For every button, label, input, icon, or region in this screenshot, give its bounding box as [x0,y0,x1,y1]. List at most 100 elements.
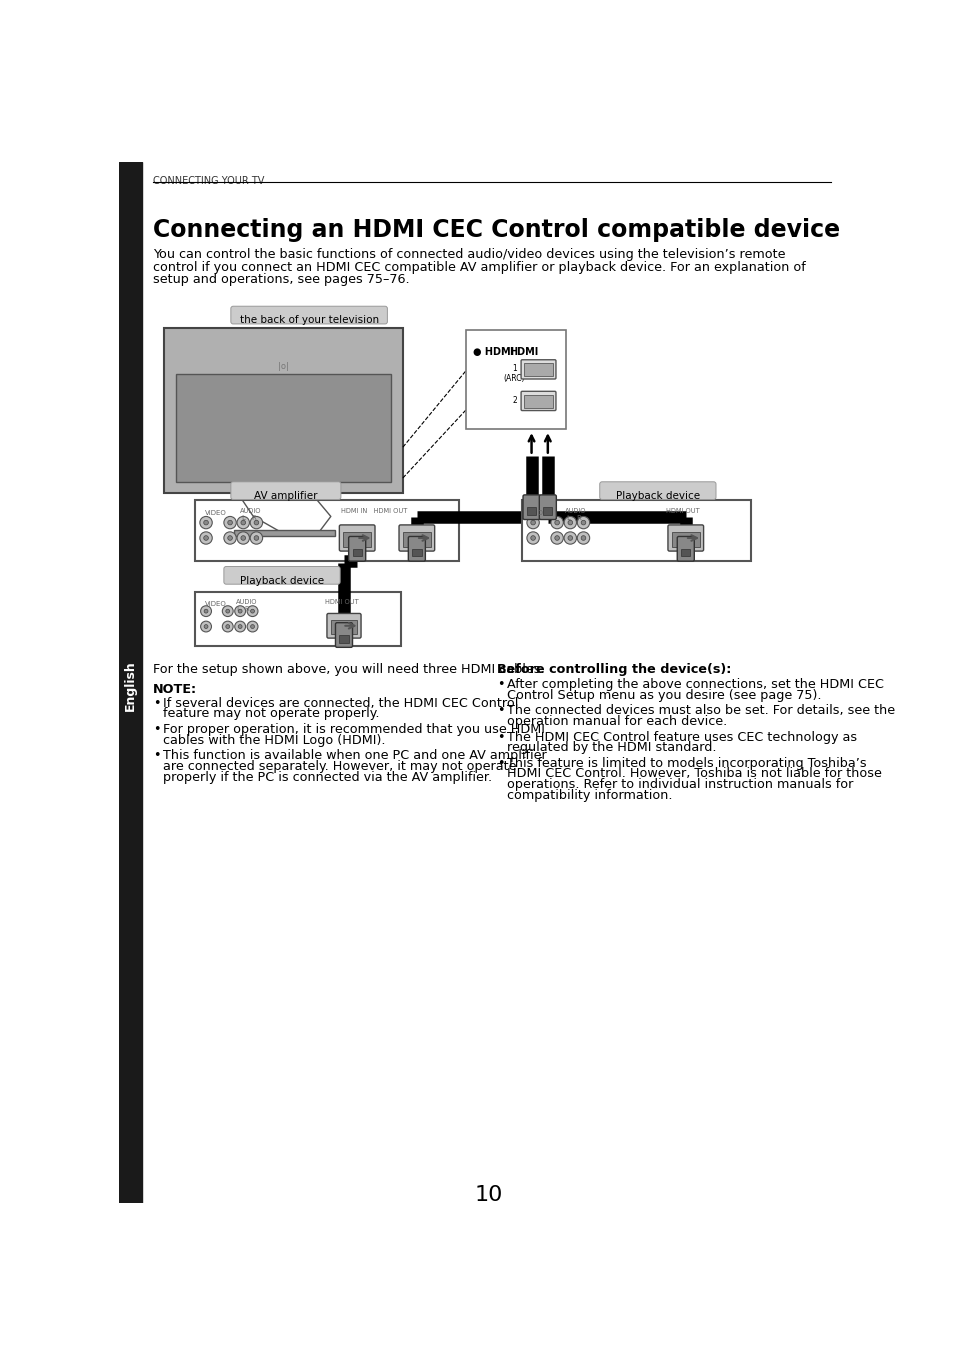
Circle shape [222,606,233,617]
Text: 2: 2 [512,396,517,406]
Circle shape [555,521,558,525]
Circle shape [224,531,236,544]
Text: After completing the above connections, set the HDMI CEC: After completing the above connections, … [506,679,882,691]
FancyBboxPatch shape [327,614,360,638]
Text: AUDIO
 L   R: AUDIO L R [240,508,261,521]
Circle shape [253,521,258,525]
Circle shape [530,521,535,525]
Bar [331,621,356,634]
Text: •: • [153,696,161,710]
Bar [343,531,371,548]
Text: operation manual for each device.: operation manual for each device. [506,715,726,729]
Text: compatibility information.: compatibility information. [506,790,672,802]
Circle shape [563,516,576,529]
Text: 10: 10 [475,1184,502,1205]
Text: English: English [124,661,137,711]
Bar [526,507,536,515]
Text: If several devices are connected, the HDMI CEC Control: If several devices are connected, the HD… [162,696,517,710]
Text: feature may not operate properly.: feature may not operate properly. [162,707,378,721]
Bar [671,531,699,548]
Text: the back of your television: the back of your television [239,315,378,326]
Circle shape [226,625,230,629]
FancyBboxPatch shape [599,481,716,499]
FancyBboxPatch shape [348,537,365,561]
Circle shape [550,531,562,544]
Circle shape [199,516,212,529]
Text: •: • [153,749,161,763]
Circle shape [204,521,208,525]
Text: This function is available when one PC and one AV amplifier: This function is available when one PC a… [162,749,546,763]
Polygon shape [237,493,331,531]
Circle shape [234,606,245,617]
Circle shape [247,606,257,617]
Circle shape [204,625,208,629]
Bar [402,531,431,548]
Bar [164,327,402,493]
FancyBboxPatch shape [398,525,435,552]
Text: For the setup shown above, you will need three HDMI cables.: For the setup shown above, you will need… [153,662,544,676]
Circle shape [236,516,249,529]
Circle shape [580,535,585,541]
Circle shape [567,535,572,541]
Bar [412,549,421,557]
Text: •: • [497,704,504,718]
Circle shape [228,521,233,525]
Text: 1
(ARC): 1 (ARC) [503,364,525,384]
Bar [523,364,553,376]
Text: Control Setup menu as you desire (see page 75).: Control Setup menu as you desire (see pa… [506,690,821,702]
FancyBboxPatch shape [520,360,556,379]
Circle shape [241,521,245,525]
Text: Connecting an HDMI CEC Control compatible device: Connecting an HDMI CEC Control compatibl… [153,218,840,242]
Bar [680,549,690,557]
FancyBboxPatch shape [408,537,425,561]
Text: For proper operation, it is recommended that you use HDMI: For proper operation, it is recommended … [162,723,544,735]
Bar [542,507,552,515]
Circle shape [526,516,538,529]
FancyBboxPatch shape [667,525,703,552]
Circle shape [224,516,236,529]
FancyBboxPatch shape [522,495,539,519]
Text: This feature is limited to models incorporating Toshiba’s: This feature is limited to models incorp… [506,757,865,769]
Text: AUDIO
 L   R: AUDIO L R [564,508,586,521]
Text: VIDEO: VIDEO [204,510,226,516]
Bar [523,395,553,408]
Bar [175,375,391,481]
Text: HDMI OUT: HDMI OUT [665,508,699,514]
Circle shape [228,535,233,541]
Text: Before controlling the device(s):: Before controlling the device(s): [497,662,731,676]
Text: HDMI IN   HDMI OUT: HDMI IN HDMI OUT [340,508,407,514]
Circle shape [577,516,589,529]
Text: HDMI: HDMI [509,347,537,357]
FancyBboxPatch shape [339,525,375,552]
Text: VIDEO: VIDEO [531,510,553,516]
Bar [339,635,348,642]
Text: You can control the basic functions of connected audio/video devices using the t: You can control the basic functions of c… [153,249,785,261]
Text: properly if the PC is connected via the AV amplifier.: properly if the PC is connected via the … [162,771,491,784]
Circle shape [555,535,558,541]
FancyBboxPatch shape [520,391,556,411]
Circle shape [199,531,212,544]
Text: setup and operations, see pages 75–76.: setup and operations, see pages 75–76. [153,273,410,287]
Circle shape [530,535,535,541]
Circle shape [238,625,242,629]
Circle shape [241,535,245,541]
Text: HDMI CEC Control. However, Toshiba is not liable for those: HDMI CEC Control. However, Toshiba is no… [506,768,881,780]
Text: |o|: |o| [278,362,289,372]
Circle shape [247,621,257,631]
Circle shape [251,625,254,629]
FancyBboxPatch shape [677,537,694,561]
Circle shape [567,521,572,525]
Text: The HDMI CEC Control feature uses CEC technology as: The HDMI CEC Control feature uses CEC te… [506,730,856,744]
Circle shape [222,621,233,631]
Text: regulated by the HDMI standard.: regulated by the HDMI standard. [506,741,716,754]
Bar [466,330,565,429]
Circle shape [526,531,538,544]
FancyBboxPatch shape [224,566,340,584]
FancyBboxPatch shape [538,495,556,519]
Circle shape [250,531,262,544]
Bar [195,592,400,646]
FancyBboxPatch shape [335,623,353,648]
Text: •: • [497,679,504,691]
Text: operations. Refer to individual instruction manuals for: operations. Refer to individual instruct… [506,779,852,791]
Text: •: • [153,723,161,735]
